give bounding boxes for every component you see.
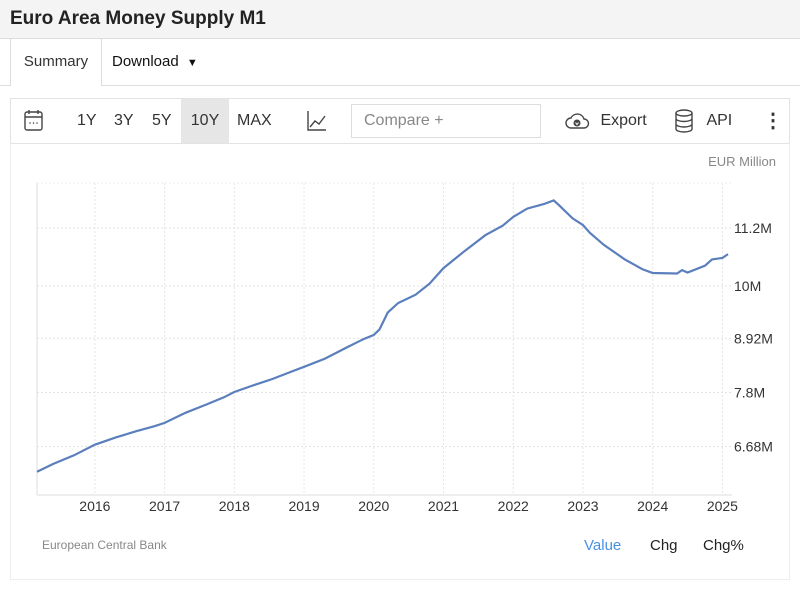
more-options-icon[interactable]: ⋮ xyxy=(763,110,783,132)
source-label: European Central Bank xyxy=(42,538,167,552)
caret-down-icon: ▼ xyxy=(186,57,198,69)
title-bar: Euro Area Money Supply M1 xyxy=(0,0,800,39)
chart-toolbar: 1Y 3Y 5Y 10Y MAX Compare + Export API ⋮ xyxy=(10,98,790,144)
x-tick-label: 2021 xyxy=(428,498,459,514)
x-tick-label: 2019 xyxy=(288,498,319,514)
x-tick-label: 2023 xyxy=(567,498,598,514)
y-tick-label: 7.8M xyxy=(734,384,765,400)
cloud-download-icon xyxy=(565,113,590,129)
range-3y[interactable]: 3Y xyxy=(114,112,134,129)
calendar-icon[interactable] xyxy=(23,99,45,143)
y-tick-label: 8.92M xyxy=(734,330,773,346)
y-tick-label: 10M xyxy=(734,278,761,294)
x-tick-label: 2024 xyxy=(637,498,668,514)
tab-bar: Summary Download ▼ xyxy=(0,39,800,86)
range-1y[interactable]: 1Y xyxy=(77,112,97,129)
export-button[interactable]: Export xyxy=(564,99,647,143)
database-icon xyxy=(675,109,693,133)
mode-value[interactable]: Value xyxy=(584,537,622,554)
compare-input[interactable]: Compare + xyxy=(351,104,541,138)
tab-download[interactable]: Download ▼ xyxy=(112,39,198,85)
y-tick-label: 11.2M xyxy=(734,220,772,236)
range-10y[interactable]: 10Y xyxy=(181,99,229,143)
page-title: Euro Area Money Supply M1 xyxy=(10,8,266,29)
x-tick-label: 2025 xyxy=(707,498,738,514)
api-button[interactable]: API xyxy=(674,99,732,143)
y-tick-label: 6.68M xyxy=(734,439,773,455)
chart-panel xyxy=(10,143,790,580)
api-label: API xyxy=(706,112,733,129)
x-tick-label: 2017 xyxy=(149,498,180,514)
mode-chg-pct[interactable]: Chg% xyxy=(703,537,744,554)
chart-type-icon[interactable] xyxy=(306,99,328,143)
x-tick-label: 2016 xyxy=(79,498,110,514)
unit-label: EUR Million xyxy=(708,154,776,169)
tab-summary[interactable]: Summary xyxy=(10,39,102,86)
series-line-value xyxy=(36,199,729,473)
download-label: Download xyxy=(112,53,179,70)
export-label: Export xyxy=(600,112,647,129)
range-5y[interactable]: 5Y xyxy=(152,112,172,129)
mode-chg[interactable]: Chg xyxy=(650,537,678,554)
x-tick-label: 2018 xyxy=(219,498,250,514)
range-max[interactable]: MAX xyxy=(237,112,272,129)
x-tick-label: 2022 xyxy=(498,498,529,514)
x-tick-label: 2020 xyxy=(358,498,389,514)
